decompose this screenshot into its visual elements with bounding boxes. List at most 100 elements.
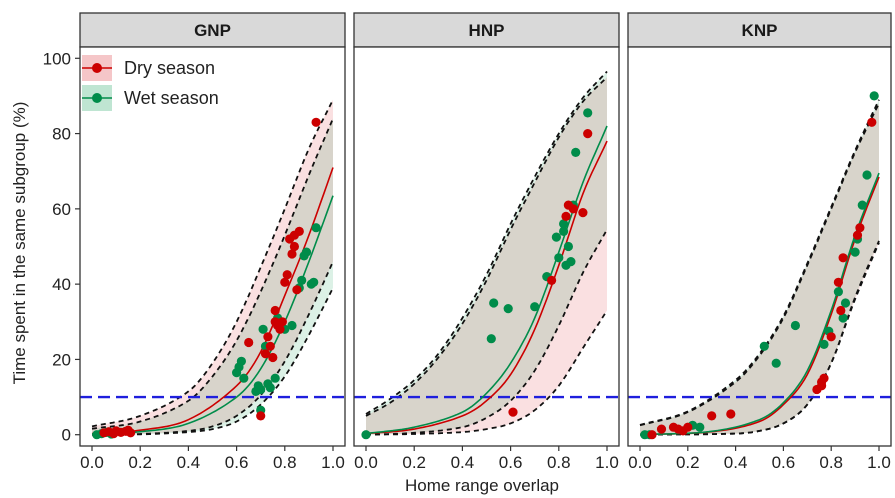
fit-curve-dry-season [365,140,608,435]
data-point-wet-season [790,320,801,331]
data-point-dry-season [836,305,846,316]
data-point-dry-season [244,337,254,348]
data-point-wet-season [301,247,312,257]
data-point-wet-season [236,356,246,366]
data-point-dry-season [265,341,275,351]
data-point-dry-season [277,317,287,327]
data-point-wet-season [566,257,576,267]
data-point-dry-season [282,270,292,280]
y-tick-label: 80 [52,125,71,144]
band-boundary-upper [639,99,880,426]
data-point-dry-season [819,373,829,383]
data-point-dry-season [268,352,278,363]
plot-content [628,91,891,440]
panel-title: KNP [742,21,778,40]
x-tick-label: 1.0 [321,453,345,472]
y-axis-title: Time spent in the same subgroup (%) [10,102,29,385]
data-point-dry-season [867,117,877,127]
panel-gnp: GNP 0.0 0.2 0.4 0.6 0.8 1.0 0 20 40 60 80 100 [43,12,346,472]
data-point-dry-season [311,117,321,127]
data-point-dry-season [256,411,266,421]
panel-border [79,46,346,447]
data-point-wet-season [297,275,307,285]
x-tick-label: 1.0 [867,453,891,472]
data-point-dry-season [289,241,299,252]
band-boundary-upper [365,70,608,415]
data-point-wet-season [833,287,844,297]
data-point-wet-season [486,334,496,344]
legend-marker-dry-season [92,63,102,73]
data-point-dry-season [260,349,271,359]
data-point-dry-season [126,428,136,438]
data-point-dry-season [508,407,518,417]
y-tick-label: 40 [52,275,71,294]
x-tick-label: 0.2 [676,453,700,472]
data-point-wet-season [869,91,879,101]
data-point-wet-season [583,108,593,118]
data-point-wet-season [530,302,540,312]
y-tick-label: 60 [52,200,71,219]
data-point-dry-season [263,332,273,342]
data-point-dry-season [647,430,657,440]
panel-border [627,46,892,447]
y-tick-label: 20 [52,350,71,369]
data-point-wet-season [563,241,574,252]
legend-item-wet-season: Wet season [82,85,219,111]
x-tick-label: 0.0 [80,453,104,472]
y-tick-label: 100 [43,49,71,68]
panel-title: HNP [469,21,505,40]
legend-label-wet-season: Wet season [124,88,219,108]
x-tick-label: 0.6 [225,453,249,472]
panel-strip [627,12,892,48]
data-point-dry-season [833,277,844,287]
data-point-dry-season [270,305,280,316]
data-point-wet-season [759,341,769,351]
data-point-wet-season [838,313,848,323]
x-tick-label: 0.4 [177,453,201,472]
panel-strip [79,12,346,48]
data-point-wet-season [311,223,321,233]
data-point-wet-season [287,320,297,331]
data-point-dry-season [294,226,304,236]
x-tick-label: 0.6 [772,453,796,472]
data-point-wet-season [256,384,266,395]
x-tick-label: 0.6 [499,453,523,472]
data-point-dry-season [292,285,302,295]
data-point-wet-season [840,298,851,308]
band-boundary-upper [91,99,334,428]
y-tick-label: 0 [62,426,71,445]
panel-knp: KNP 0.0 0.2 0.4 0.6 0.8 1.0 [627,12,892,472]
data-point-wet-season [489,298,499,308]
data-point-dry-season [547,275,557,285]
plot-content [80,99,345,440]
x-tick-label: 0.2 [402,453,426,472]
data-point-wet-season [361,430,371,440]
data-point-wet-season [554,253,564,263]
data-point-dry-season [726,409,736,419]
x-tick-label: 0.4 [451,453,475,472]
data-point-wet-season [571,147,581,157]
x-tick-label: 0.4 [724,453,748,472]
data-point-wet-season [559,219,569,229]
data-point-wet-season [862,170,872,180]
panel-title: GNP [194,21,231,40]
data-point-wet-season [270,373,280,383]
band-boundary-lower [365,229,608,436]
data-point-wet-season [551,232,562,242]
data-point-dry-season [683,422,693,432]
x-tick-label: 0.8 [547,453,571,472]
data-point-wet-season [771,358,781,368]
data-point-dry-season [826,332,836,342]
data-point-wet-season [819,339,829,349]
data-point-wet-season [503,304,513,314]
panels-layer: GNP 0.0 0.2 0.4 0.6 0.8 1.0 0 20 40 60 80 100 HNP 0.0 0… [43,12,892,472]
data-point-wet-season [850,247,860,257]
data-point-dry-season [275,324,285,334]
data-point-dry-season [561,211,571,221]
data-point-dry-season [852,230,863,240]
x-axis-title: Home range overlap [405,476,559,495]
x-tick-label: 0.8 [819,453,843,472]
x-tick-label: 0.0 [354,453,378,472]
confidence-band-wet-season [366,71,607,435]
data-point-dry-season [656,424,667,434]
